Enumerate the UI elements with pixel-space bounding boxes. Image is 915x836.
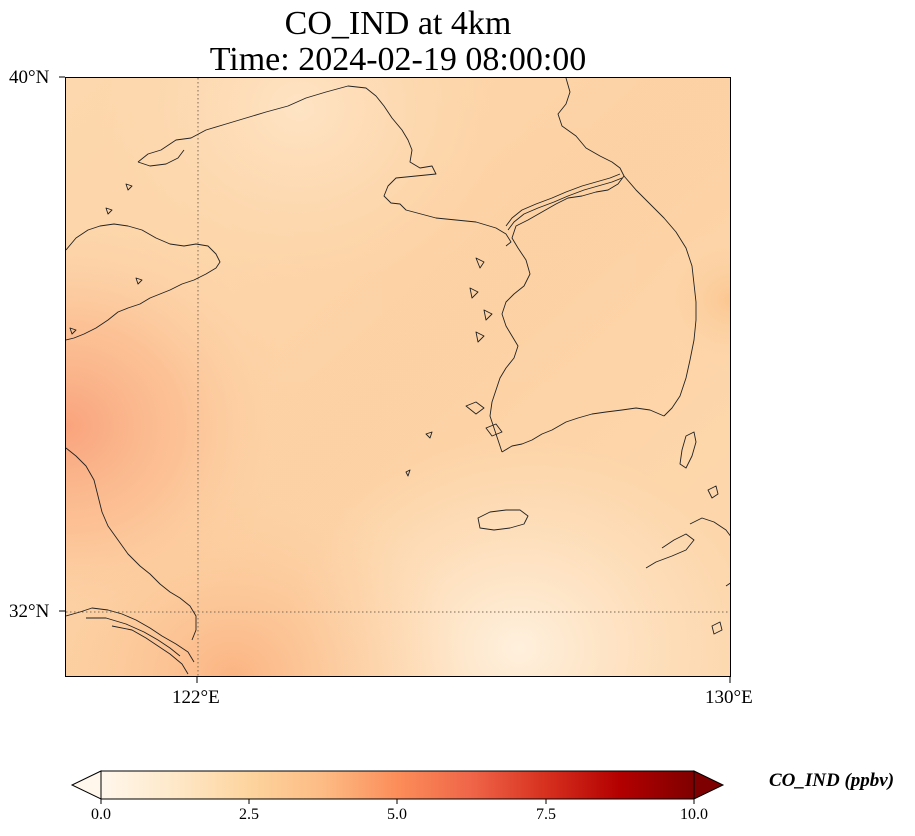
coastline-shandong bbox=[66, 223, 221, 341]
coastline-korea bbox=[489, 78, 625, 453]
map-title-line1: CO_IND at 4km bbox=[284, 5, 512, 42]
coastline-china bbox=[137, 85, 512, 247]
gridlines bbox=[66, 78, 730, 676]
lon-tick-122e: 122°E bbox=[172, 687, 220, 708]
colorbar-extend-max bbox=[693, 770, 725, 800]
coastline-kyushu bbox=[645, 485, 730, 635]
lat-tick-32n: 32°N bbox=[9, 601, 50, 622]
colorbar-tick-0: 0.0 bbox=[91, 806, 111, 823]
map-panel bbox=[65, 77, 731, 677]
map-title-line2: Time: 2024-02-19 08:00:00 bbox=[209, 41, 587, 78]
coastline-korea-east bbox=[623, 175, 697, 417]
colorbar-extend-min bbox=[70, 770, 102, 800]
coastline-korea-south bbox=[501, 407, 665, 453]
coastline-yangtze bbox=[66, 607, 195, 675]
colorbar-tick-7-5: 7.5 bbox=[536, 806, 556, 823]
lat-tick-40n: 40°N bbox=[9, 67, 50, 88]
colorbar-tick-10: 10.0 bbox=[680, 806, 708, 823]
lon-tick-130e: 130°E bbox=[705, 687, 753, 708]
border-korea bbox=[505, 173, 623, 231]
bohai-islands bbox=[69, 183, 143, 335]
colorbar-tick-5: 5.0 bbox=[387, 806, 407, 823]
colorbar-tick-2-5: 2.5 bbox=[239, 806, 259, 823]
korea-islands bbox=[405, 257, 503, 477]
map-canvas bbox=[66, 78, 730, 676]
tsushima-island bbox=[679, 431, 697, 469]
coastline-jiangsu bbox=[66, 447, 197, 641]
jeju-island bbox=[477, 509, 529, 531]
colorbar-gradient bbox=[100, 770, 695, 800]
colorbar-label: CO_IND (ppbv) bbox=[769, 770, 895, 791]
